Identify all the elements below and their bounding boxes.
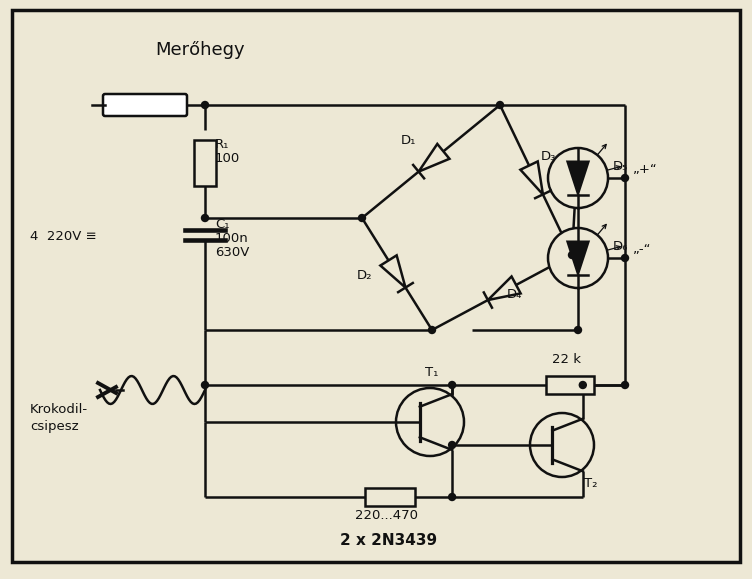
Text: 2 x 2N3439: 2 x 2N3439: [340, 533, 437, 548]
Bar: [194, 140, 216, 186]
Text: 4  220V ≡: 4 220V ≡: [30, 230, 97, 243]
Circle shape: [569, 251, 575, 258]
Polygon shape: [419, 144, 450, 171]
Text: D₂: D₂: [357, 269, 372, 282]
Polygon shape: [488, 277, 520, 300]
Text: C₁: C₁: [215, 218, 229, 231]
Text: T₁: T₁: [425, 366, 438, 379]
Circle shape: [359, 214, 365, 222]
Circle shape: [621, 255, 629, 262]
Circle shape: [202, 101, 208, 108]
Polygon shape: [567, 241, 589, 274]
Text: „-“: „-“: [633, 243, 651, 256]
Circle shape: [429, 327, 435, 334]
Circle shape: [496, 101, 504, 108]
Text: 630V: 630V: [215, 246, 250, 259]
Text: D₄: D₄: [507, 288, 523, 301]
Circle shape: [548, 228, 608, 288]
Polygon shape: [567, 162, 589, 195]
FancyBboxPatch shape: [103, 94, 187, 116]
Circle shape: [575, 327, 581, 334]
Text: Merőhegy: Merőhegy: [155, 41, 244, 59]
Circle shape: [530, 413, 594, 477]
Bar: [546, 376, 594, 394]
Circle shape: [449, 493, 456, 500]
Polygon shape: [381, 255, 405, 288]
Polygon shape: [520, 162, 543, 195]
Text: D₃: D₃: [541, 150, 556, 163]
Text: T₂: T₂: [584, 477, 598, 490]
Bar: [365, 488, 415, 506]
Text: 220...470: 220...470: [355, 509, 418, 522]
Circle shape: [449, 442, 456, 449]
Circle shape: [202, 382, 208, 389]
Text: „+“: „+“: [633, 163, 658, 176]
Text: D₅: D₅: [613, 160, 629, 173]
Circle shape: [202, 214, 208, 222]
Text: 100n: 100n: [215, 232, 249, 245]
Text: D₁: D₁: [401, 134, 417, 146]
Text: R₁: R₁: [215, 138, 229, 151]
Text: 100: 100: [215, 152, 240, 165]
Text: D₆: D₆: [613, 240, 629, 253]
Circle shape: [621, 382, 629, 389]
Text: Krokodil-
csipesz: Krokodil- csipesz: [30, 403, 88, 433]
Circle shape: [449, 382, 456, 389]
Circle shape: [621, 174, 629, 181]
Circle shape: [579, 382, 587, 389]
Circle shape: [548, 148, 608, 208]
Circle shape: [396, 388, 464, 456]
Text: 22 k: 22 k: [552, 353, 581, 366]
